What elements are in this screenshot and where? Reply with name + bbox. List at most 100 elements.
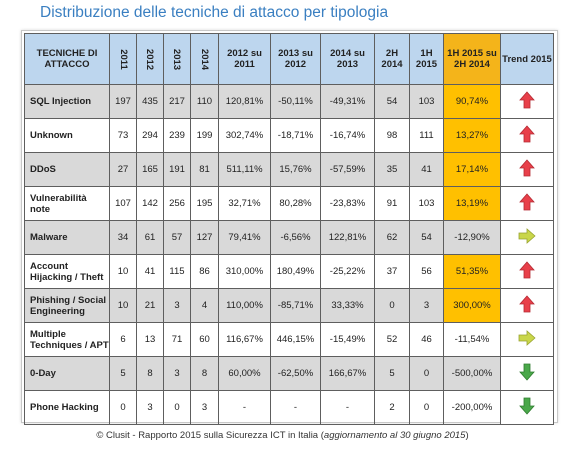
change-2012-2011: 32,71% [218, 186, 271, 221]
value-2014: 110 [190, 84, 219, 119]
change-1h2015-2h2014: 51,35% [443, 254, 501, 289]
arrow-right-icon [518, 330, 536, 350]
value-2011: 10 [109, 288, 137, 323]
change-2013-2012: 446,15% [270, 322, 321, 357]
value-1h-2015: 54 [409, 220, 444, 255]
change-2014-2013: -57,59% [320, 152, 375, 187]
header-2013-vs-2012: 2013 su 2012 [270, 33, 321, 85]
value-2011: 107 [109, 186, 137, 221]
change-2013-2012: - [270, 390, 321, 425]
header-category: TECNICHE DI ATTACCO [24, 33, 110, 85]
value-2011: 6 [109, 322, 137, 357]
value-2012: 435 [136, 84, 164, 119]
value-2h-2014: 37 [374, 254, 410, 289]
value-2h-2014: 0 [374, 288, 410, 323]
value-1h-2015: 103 [409, 186, 444, 221]
change-2014-2013: -16,74% [320, 118, 375, 153]
change-2014-2013: - [320, 390, 375, 425]
arrow-up-icon [518, 193, 536, 214]
table-row: Multiple Techniques / APT 6 13 71 60 116,67% 4… [24, 322, 554, 357]
value-2013: 71 [163, 322, 191, 357]
value-2013: 191 [163, 152, 191, 187]
change-2012-2011: 60,00% [218, 356, 271, 391]
change-2013-2012: 180,49% [270, 254, 321, 289]
value-2012: 294 [136, 118, 164, 153]
arrow-down-icon [518, 363, 536, 384]
value-2013: 57 [163, 220, 191, 255]
change-2014-2013: 166,67% [320, 356, 375, 391]
header-2012-vs-2011: 2012 su 2011 [218, 33, 271, 85]
change-2014-2013: -23,83% [320, 186, 375, 221]
header-2013: 2013 [163, 33, 191, 85]
value-2011: 34 [109, 220, 137, 255]
value-2h-2014: 5 [374, 356, 410, 391]
change-2014-2013: 122,81% [320, 220, 375, 255]
trend-cell [500, 84, 554, 119]
trend-cell [500, 152, 554, 187]
category-cell: Unknown [24, 118, 110, 153]
category-cell: Vulnerabilità note [24, 186, 110, 221]
arrow-up-icon [518, 295, 536, 316]
value-2014: 195 [190, 186, 219, 221]
table-row: 0-Day 5 8 3 8 60,00% -62,50% 166,67% 5 0 -500,00% [24, 356, 554, 391]
value-1h-2015: 0 [409, 356, 444, 391]
category-cell: DDoS [24, 152, 110, 187]
trend-cell [500, 220, 554, 255]
change-1h2015-2h2014: 300,00% [443, 288, 501, 323]
arrow-up-icon [518, 159, 536, 180]
value-2011: 10 [109, 254, 137, 289]
change-2012-2011: 511,11% [218, 152, 271, 187]
value-2011: 197 [109, 84, 137, 119]
change-2013-2012: 15,76% [270, 152, 321, 187]
header-2014-vs-2013: 2014 su 2013 [320, 33, 375, 85]
change-1h2015-2h2014: -200,00% [443, 390, 501, 425]
value-2011: 27 [109, 152, 137, 187]
value-2012: 142 [136, 186, 164, 221]
value-2h-2014: 62 [374, 220, 410, 255]
value-1h-2015: 56 [409, 254, 444, 289]
value-2012: 3 [136, 390, 164, 425]
value-2014: 3 [190, 390, 219, 425]
value-2013: 0 [163, 390, 191, 425]
value-2h-2014: 2 [374, 390, 410, 425]
category-cell: SQL Injection [24, 84, 110, 119]
category-cell: 0-Day [24, 356, 110, 391]
table-row: Malware 34 61 57 127 79,41% -6,56% 122,81% 62 54-… [24, 220, 554, 255]
header-1h-2015: 1H 2015 [409, 33, 444, 85]
value-2h-2014: 91 [374, 186, 410, 221]
value-2011: 5 [109, 356, 137, 391]
value-2014: 86 [190, 254, 219, 289]
category-cell: Multiple Techniques / APT [24, 322, 110, 357]
change-1h2015-2h2014: 17,14% [443, 152, 501, 187]
change-2014-2013: 33,33% [320, 288, 375, 323]
header-1h2015-vs-2h2014: 1H 2015 su 2H 2014 [443, 33, 501, 85]
value-2h-2014: 35 [374, 152, 410, 187]
value-1h-2015: 111 [409, 118, 444, 153]
category-cell: Phone Hacking [24, 390, 110, 425]
trend-cell [500, 254, 554, 289]
value-2014: 8 [190, 356, 219, 391]
change-1h2015-2h2014: -11,54% [443, 322, 501, 357]
value-2013: 217 [163, 84, 191, 119]
value-2013: 3 [163, 356, 191, 391]
arrow-right-icon [518, 228, 536, 248]
value-2014: 127 [190, 220, 219, 255]
change-1h2015-2h2014: 13,19% [443, 186, 501, 221]
change-2014-2013: -49,31% [320, 84, 375, 119]
change-2014-2013: -15,49% [320, 322, 375, 357]
header-2014: 2014 [190, 33, 219, 85]
table-row: Unknown 73 294 239 199 302,74% -18,71% -16,74% 9… [24, 118, 554, 153]
change-2012-2011: 116,67% [218, 322, 271, 357]
trend-cell [500, 390, 554, 425]
source-caption: © Clusit - Rapporto 2015 sulla Sicurezza… [96, 430, 469, 441]
value-2012: 41 [136, 254, 164, 289]
change-2012-2011: 302,74% [218, 118, 271, 153]
page-title: Distribuzione delle tecniche di attacco … [40, 4, 389, 21]
table-row: Account Hijacking / Theft 10 41 115 86 310,00… [24, 254, 554, 289]
value-2012: 13 [136, 322, 164, 357]
value-1h-2015: 0 [409, 390, 444, 425]
table-row: Phishing / Social Engineering 10 21 3 4 110,0… [24, 288, 554, 323]
value-2h-2014: 54 [374, 84, 410, 119]
change-1h2015-2h2014: -12,90% [443, 220, 501, 255]
value-2012: 61 [136, 220, 164, 255]
